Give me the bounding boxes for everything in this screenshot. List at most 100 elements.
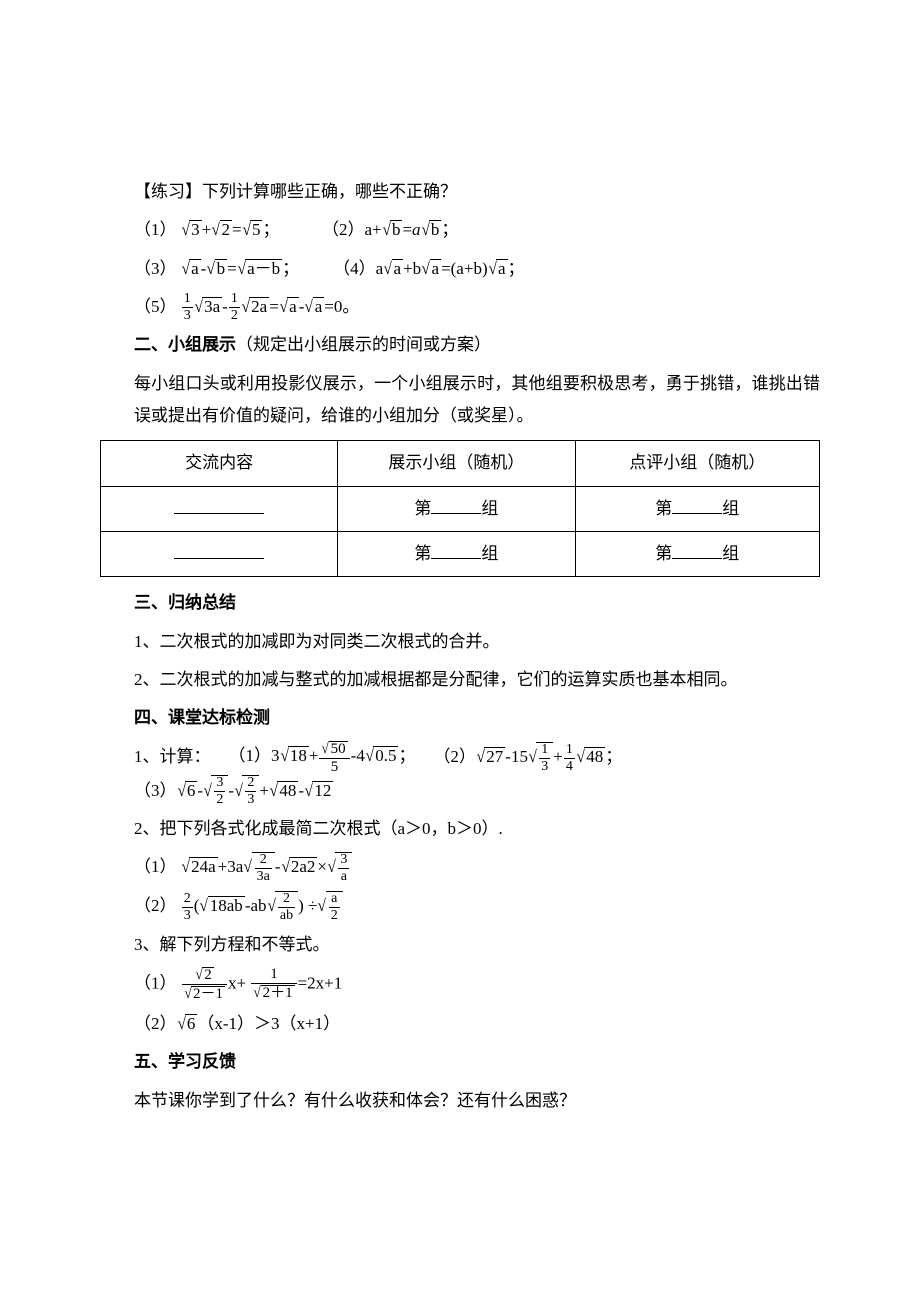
text: 组 — [481, 499, 498, 518]
sqrt: √27 — [476, 741, 505, 773]
text: （3） — [134, 781, 177, 800]
op: -4 — [351, 746, 365, 765]
sqrt: √6 — [177, 1008, 198, 1040]
sqrt: √a2 — [317, 890, 342, 923]
practice-row-1-2: （1） √3+√2=√5； （2）a+√b=a√b； — [100, 214, 820, 246]
col-comment: 点评小组（随机） — [575, 441, 819, 486]
sqrt: √48 — [576, 741, 605, 773]
q2p1: （1） √24a+3a√23a-√2a2×√3a — [100, 851, 820, 884]
col-show: 展示小组（随机） — [338, 441, 575, 486]
text: 第 — [414, 499, 431, 518]
sqrt: √a — [383, 253, 403, 285]
sqrt: √3a — [327, 851, 352, 884]
section3-title: 三、归纳总结 — [100, 587, 820, 619]
op: - — [222, 297, 228, 316]
q1p1: （1）3√18+√505-4√0.5； — [229, 740, 416, 774]
sqrt: √32 — [203, 775, 228, 808]
q1-row: 1、计算： （1）3√18+√505-4√0.5； （2）√27-15√13+1… — [100, 740, 820, 807]
q2-label: 2、把下列各式化成最简二次根式（a＞0，b＞0）. — [100, 813, 820, 845]
blank[interactable] — [672, 496, 722, 514]
op: x+ — [228, 973, 246, 992]
text: （2） — [433, 747, 476, 766]
fraction: 12 — [229, 292, 240, 323]
paren: ) — [298, 896, 304, 915]
q1-label: 1、计算： — [134, 741, 211, 773]
q2p2: （2） 23(√18ab-ab√2ab) ÷√a2 — [100, 890, 820, 923]
sqrt: √3a — [194, 291, 222, 323]
q3-label: 3、解下列方程和不等式。 — [100, 929, 820, 961]
sqrt: √6 — [177, 775, 198, 807]
cell-show-1: 第组 — [338, 486, 575, 531]
q1p2: （2）√27-15√13+14√48； — [433, 741, 622, 774]
op: ÷ — [308, 896, 317, 915]
sqrt: √18ab — [199, 890, 244, 922]
section3-l2: 2、二次根式的加减与整式的加减根据都是分配律，它们的运算实质也基本相同。 — [100, 664, 820, 696]
col-content: 交流内容 — [101, 441, 338, 486]
sqrt: √a — [488, 253, 508, 285]
sqrt: √2a2 — [281, 851, 318, 883]
text: （x-1）＞3（x+1） — [197, 1014, 340, 1033]
fraction: √505 — [319, 741, 349, 775]
cell-content-1 — [101, 486, 338, 531]
table-row: 第组 第组 — [101, 486, 820, 531]
sqrt: √b — [421, 214, 442, 246]
p4-prefix: （4）a — [333, 259, 383, 278]
section2-title-tail: （规定出小组展示的时间或方案） — [236, 335, 491, 354]
eq: = — [402, 220, 412, 239]
op: -ab — [245, 896, 267, 915]
text: （1） — [134, 857, 177, 876]
practice-row-5: （5） 13√3a-12√2a=√a-√a=0。 — [100, 291, 820, 324]
text: 组 — [722, 544, 739, 563]
p5-prefix: （5） — [134, 297, 177, 316]
fraction: √2 √2－1 — [182, 967, 227, 1002]
sqrt: √b — [382, 214, 403, 246]
section2-body: 每小组口头或利用投影仪展示，一个小组展示时，其他组要积极思考，勇于挑错，谁挑出错… — [100, 368, 820, 433]
blank[interactable] — [431, 496, 481, 514]
sqrt: √5 — [242, 214, 263, 246]
op: × — [317, 857, 327, 876]
text: 第 — [655, 544, 672, 563]
group-table: 交流内容 展示小组（随机） 点评小组（随机） 第组 第组 第组 第组 — [100, 440, 820, 577]
section3-l1: 1、二次根式的加减即为对同类二次根式的合并。 — [100, 626, 820, 658]
practice-header: 【练习】下列计算哪些正确，哪些不正确？ — [100, 176, 820, 208]
op: + — [309, 746, 319, 765]
text: 第 — [414, 544, 431, 563]
cell-comment-2: 第组 — [575, 531, 819, 576]
sqrt: √a — [304, 291, 324, 323]
punct: ； — [441, 220, 458, 239]
sqrt: √a — [421, 253, 441, 285]
blank[interactable] — [174, 541, 264, 559]
sqrt: √2 — [211, 214, 232, 246]
text: （2） — [134, 1014, 177, 1033]
q1p3: （3）√6-√32-√23+√48-√12 — [134, 775, 333, 808]
punct: ； — [508, 259, 525, 278]
punct: ； — [398, 746, 415, 765]
op: +3a — [218, 857, 244, 876]
sqrt: √a — [279, 291, 299, 323]
sqrt: √12 — [304, 775, 333, 807]
punct: ； — [282, 259, 299, 278]
sqrt: √24a — [181, 851, 218, 883]
sqrt: √b — [206, 253, 227, 285]
sqrt: √3 — [181, 214, 202, 246]
fraction: 14 — [564, 743, 575, 774]
sqrt: √48 — [269, 775, 298, 807]
text: （2） — [134, 896, 177, 915]
section5-title: 五、学习反馈 — [100, 1046, 820, 1078]
cell-comment-1: 第组 — [575, 486, 819, 531]
fraction: 23 — [182, 892, 193, 923]
text: （1）3 — [229, 746, 280, 765]
fraction: 13 — [182, 292, 193, 323]
section5-body: 本节课你学到了什么？有什么收获和体会？还有什么困惑？ — [100, 1085, 820, 1117]
sqrt: √23a — [243, 851, 275, 884]
section2-title-line: 二、小组展示（规定出小组展示的时间或方案） — [100, 329, 820, 361]
sqrt: √2a — [241, 291, 269, 323]
op: -15 — [505, 747, 528, 766]
blank[interactable] — [672, 541, 722, 559]
text: =0。 — [324, 297, 359, 316]
text: =(a+b) — [441, 259, 488, 278]
blank[interactable] — [174, 496, 264, 514]
practice-row-3-4: （3） √a-√b=√a－b； （4）a√a+b√a=(a+b)√a； — [100, 253, 820, 285]
blank[interactable] — [431, 541, 481, 559]
fraction: 1 √2＋1 — [251, 967, 296, 1001]
